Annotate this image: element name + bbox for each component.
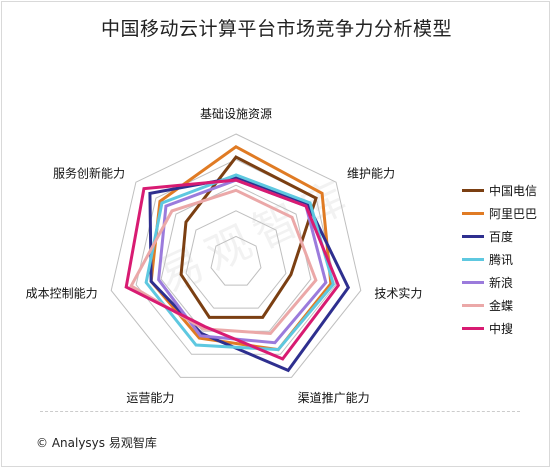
legend-label-6: 中搜 — [489, 322, 514, 336]
legend-item-5: 金蝶 — [462, 294, 537, 317]
legend-label-0: 中国电信 — [489, 184, 538, 198]
legend-swatch-5 — [462, 304, 484, 307]
axis-label-2: 技术实力 — [374, 286, 422, 301]
axis-label-1: 维护能力 — [347, 167, 395, 181]
legend-swatch-1 — [462, 212, 484, 215]
grid-ring-4 — [135, 159, 337, 355]
axis-label-4: 运营能力 — [126, 391, 174, 405]
legend-swatch-4 — [462, 281, 484, 284]
legend-label-2: 百度 — [489, 230, 514, 244]
legend-item-0: 中国电信 — [462, 179, 537, 202]
series-line-6 — [124, 178, 341, 361]
legend-swatch-2 — [462, 235, 484, 238]
series-line-3 — [144, 173, 335, 352]
radar-series — [124, 145, 351, 373]
legend-item-1: 阿里巴巴 — [462, 202, 537, 225]
legend-item-2: 百度 — [462, 225, 537, 248]
legend-label-5: 金蝶 — [489, 299, 514, 313]
axis-label-6: 服务创新能力 — [53, 166, 125, 181]
grid-ring-5 — [110, 133, 362, 378]
axis-label-3: 渠道推广能力 — [298, 391, 370, 405]
legend-swatch-3 — [462, 258, 484, 261]
legend: 中国电信阿里巴巴百度腾讯新浪金蝶中搜 — [462, 179, 537, 340]
legend-label-4: 新浪 — [489, 276, 514, 290]
axis-label-5: 成本控制能力 — [26, 287, 98, 301]
legend-label-3: 腾讯 — [489, 253, 514, 267]
legend-item-6: 中搜 — [462, 317, 537, 340]
source-footer: © Analysys 易观智库 — [36, 436, 157, 450]
legend-item-3: 腾讯 — [462, 248, 537, 271]
chart-title: 中国移动云计算平台市场竞争力分析模型 — [100, 18, 452, 40]
axis-label-0: 基础设施资源 — [200, 107, 272, 121]
legend-item-4: 新浪 — [462, 271, 537, 294]
legend-label-1: 阿里巴巴 — [489, 207, 538, 221]
legend-swatch-0 — [462, 189, 484, 192]
series-line-5 — [129, 188, 318, 336]
footer-divider — [40, 411, 520, 412]
grid-ring-1 — [210, 235, 262, 286]
grid-ring-2 — [185, 210, 287, 309]
legend-swatch-6 — [462, 327, 484, 330]
